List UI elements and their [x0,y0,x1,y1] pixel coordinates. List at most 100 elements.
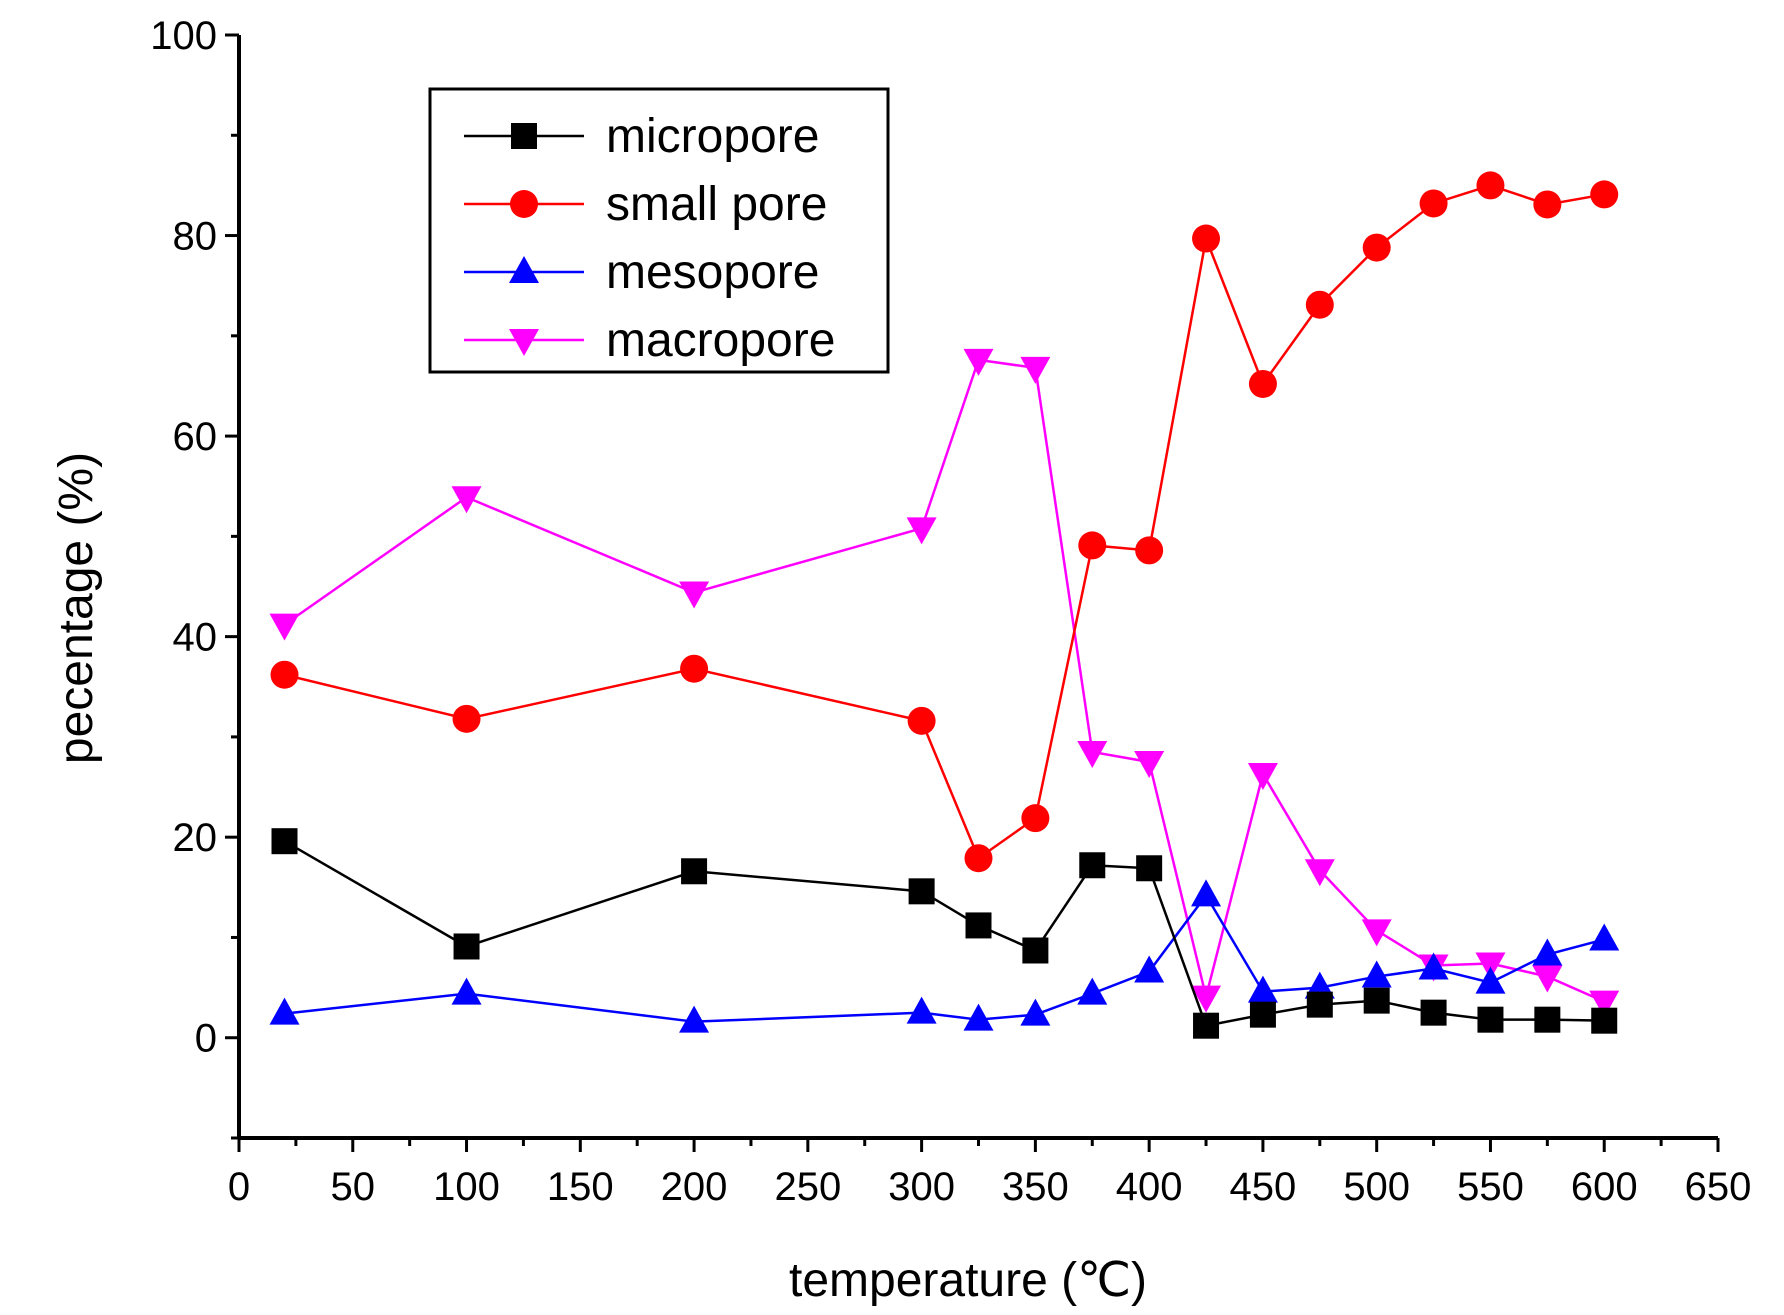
y-tick-label: 40 [173,616,218,660]
x-tick-label: 550 [1457,1165,1524,1209]
data-point [452,704,481,733]
x-tick-label: 150 [547,1165,614,1209]
data-point [269,997,300,1025]
data-point [679,1005,710,1033]
data-point [907,706,936,735]
series-small-pore [270,171,1619,873]
data-point [1361,919,1392,947]
data-point [681,858,708,885]
data-point [963,1003,994,1031]
data-point [451,977,482,1005]
data-point [1193,1012,1220,1039]
series-layer [269,171,1620,1039]
data-point [271,828,298,855]
axes: 0 50 100 150 200 250 300 350 400 450 500 550 600 650 0… [150,14,1751,1209]
data-point [1419,189,1448,218]
x-tick-label: 100 [433,1165,500,1209]
data-point [1306,991,1333,1018]
legend-marker [509,329,539,356]
x-tick-label: 350 [1002,1165,1069,1209]
data-point [1362,233,1391,262]
y-tick-label: 100 [150,14,217,58]
y-tick-label: 0 [195,1017,217,1061]
data-point [1078,531,1107,560]
y-tick-label: 60 [173,415,218,459]
series-line [284,893,1605,1023]
data-point [1020,356,1051,384]
data-point [906,996,937,1024]
x-tick-label: 600 [1571,1165,1638,1209]
series-micropore [271,828,1618,1039]
legend-label: small pore [606,178,827,231]
legend-item-small-pore: small pore [464,178,827,231]
data-point [1248,369,1277,398]
data-point [1247,763,1278,791]
data-point [965,912,992,939]
data-point [1304,859,1335,887]
legend-marker [511,123,537,149]
series-macropore [269,348,1620,1018]
data-point [1361,960,1392,988]
x-tick-label: 500 [1343,1165,1410,1209]
data-point [269,613,300,641]
data-point [1363,987,1390,1014]
data-point [1134,750,1165,778]
data-point [1134,955,1165,983]
x-tick-label: 450 [1230,1165,1297,1209]
x-tick-label: 0 [228,1165,250,1209]
x-tick-label: 400 [1116,1165,1183,1209]
data-point [679,581,710,609]
data-point [1532,938,1563,966]
data-point [964,844,993,873]
data-point [1477,1006,1504,1033]
series-line [284,184,1605,861]
data-point [1249,1001,1276,1028]
data-point [1135,536,1164,565]
data-point [1418,952,1449,980]
data-point [1591,1007,1618,1034]
series-line [283,840,1605,1028]
y-tick-label: 80 [173,215,218,259]
data-point [1136,855,1163,882]
data-point [1589,923,1620,951]
data-point [1021,804,1050,833]
y-axis-title: pecentage (%) [50,452,103,764]
data-point [1192,224,1221,253]
x-tick-label: 650 [1685,1165,1752,1209]
legend-label: mesopore [606,246,819,299]
legend-marker [510,190,538,218]
legend-label: micropore [606,110,819,163]
data-point [1589,990,1620,1018]
x-tick-label: 300 [888,1165,955,1209]
legend-marker [509,256,539,283]
legend-item-micropore: micropore [464,110,819,163]
data-point [1077,740,1108,768]
legend-item-macropore: macropore [464,314,835,367]
x-axis-title: temperature (℃) [789,1254,1147,1307]
data-point [1420,999,1447,1026]
data-point [1077,977,1108,1005]
data-point [1590,180,1619,209]
y-tick-label: 20 [173,816,218,860]
data-point [1476,171,1505,200]
x-tick-label: 250 [774,1165,841,1209]
data-point [1079,852,1106,879]
data-point [1191,985,1222,1013]
legend-label: macropore [606,314,835,367]
data-point [270,660,299,689]
data-point [906,517,937,545]
data-point [1475,952,1506,980]
data-point [1533,190,1562,219]
data-point [1534,1006,1561,1033]
series-line [283,358,1605,1003]
data-point [453,933,480,960]
data-point [680,654,709,683]
x-tick-label: 200 [661,1165,728,1209]
legend: micropore small pore mesopore macropore [428,87,890,374]
data-point [451,486,482,514]
data-point [1022,937,1049,964]
data-point [1020,998,1051,1026]
legend-item-mesopore: mesopore [464,246,819,299]
data-point [1247,975,1278,1003]
data-point [1305,290,1334,319]
